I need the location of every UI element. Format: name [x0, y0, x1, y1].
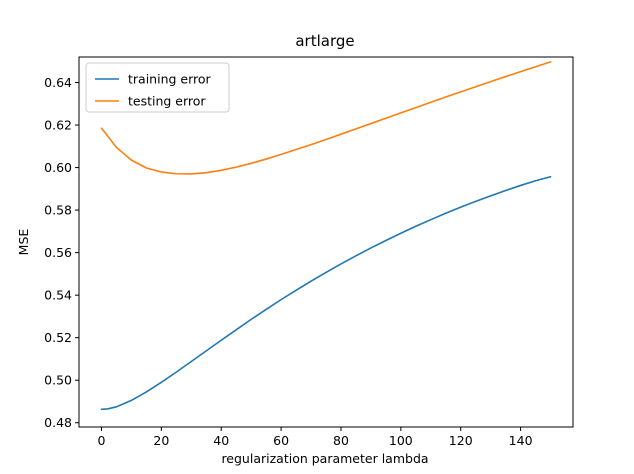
plot-area	[100, 61, 552, 411]
legend-frame	[85, 62, 230, 113]
legend-label: testing error	[128, 94, 206, 109]
y-tick-label: 0.54	[44, 288, 72, 303]
y-axis-label: MSE	[16, 229, 31, 256]
y-tick-label: 0.60	[44, 160, 72, 175]
chart-title: artlarge	[295, 32, 354, 50]
x-tick-label: 80	[333, 433, 349, 448]
x-tick-label: 0	[97, 433, 105, 448]
y-tick-label: 0.56	[44, 245, 72, 260]
x-tick-label: 120	[449, 433, 473, 448]
legend: training error testing error	[85, 62, 230, 113]
y-tick-label: 0.64	[44, 75, 72, 90]
y-tick-label: 0.48	[44, 415, 72, 430]
y-tick-label: 0.62	[44, 118, 72, 133]
x-tick-label: 40	[213, 433, 229, 448]
x-axis-label: regularization parameter lambda	[221, 451, 428, 466]
y-tick-label: 0.50	[44, 373, 72, 388]
y-axis: 0.48 0.50 0.52 0.54 0.56 0.58 0.60 0.62 0.64	[44, 75, 79, 430]
y-tick-label: 0.52	[44, 330, 72, 345]
series-line-training-error	[100, 175, 552, 411]
x-tick-label: 100	[389, 433, 413, 448]
y-tick-label: 0.58	[44, 203, 72, 218]
x-tick-label: 20	[153, 433, 169, 448]
x-axis: 0 20 40 60 80 100 120 140	[97, 427, 533, 448]
series-line-testing-error	[100, 61, 552, 175]
x-tick-label: 140	[509, 433, 533, 448]
x-tick-label: 60	[273, 433, 289, 448]
legend-label: training error	[128, 72, 212, 87]
plot-frame	[78, 56, 574, 428]
